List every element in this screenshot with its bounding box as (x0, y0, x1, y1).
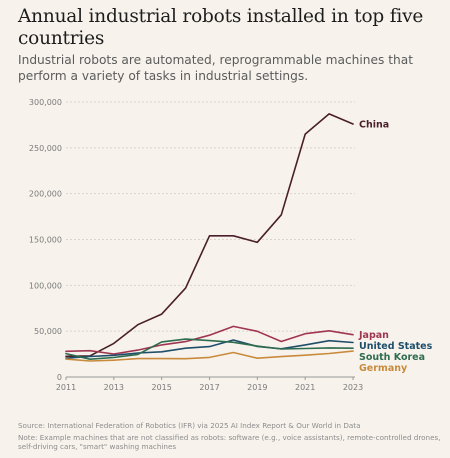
series-label-china: China (359, 120, 389, 131)
line-chart: 0 50,000 100,000 150,000 200,000 250,000 300,0… (29, 98, 433, 392)
y-tick-label: 250,000 (29, 144, 62, 153)
x-tick-label: 2015 (151, 383, 171, 392)
series-line-germany (65, 350, 354, 362)
x-tick-label: 2019 (247, 383, 267, 392)
y-tick-label: 0 (57, 373, 62, 382)
series-label-united-states: United States (359, 341, 433, 352)
series-line-japan (65, 325, 354, 355)
series-line-united-states (65, 339, 354, 360)
series-line-china (65, 113, 354, 358)
chart-subtitle: Industrial robots are automated, reprogr… (18, 53, 413, 83)
y-tick-label: 300,000 (29, 98, 62, 107)
y-tick-label: 200,000 (29, 190, 62, 199)
note-text: Note: Example machines that are not clas… (18, 433, 441, 451)
series-label-germany: Germany (359, 363, 408, 374)
x-tick-label: 2011 (56, 383, 76, 392)
y-tick-label: 50,000 (34, 327, 62, 336)
source-text: Source: International Federation of Robo… (18, 421, 361, 430)
chart-title: Annual industrial robots installed in to… (18, 6, 424, 49)
series-line-south-korea (65, 338, 354, 361)
x-tick-label: 2013 (104, 383, 124, 392)
y-tick-label: 150,000 (29, 236, 62, 245)
series-label-south-korea: South Korea (359, 352, 425, 363)
y-tick-label: 100,000 (29, 281, 62, 290)
x-tick-label: 2021 (295, 383, 315, 392)
x-tick-label: 2023 (343, 383, 363, 392)
series-label-japan: Japan (358, 330, 389, 341)
x-tick-label: 2017 (199, 383, 219, 392)
